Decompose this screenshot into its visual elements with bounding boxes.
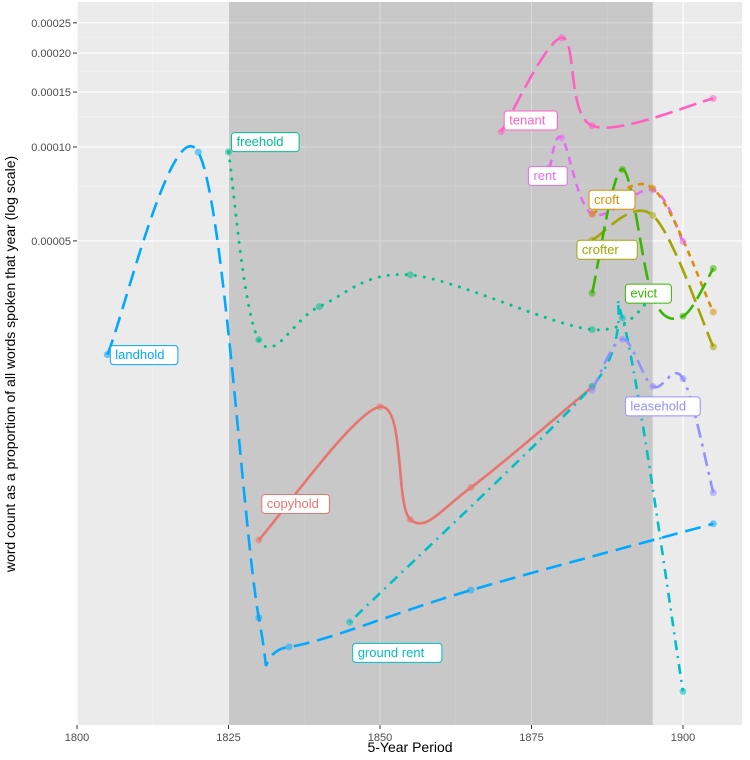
point-ground-rent bbox=[679, 687, 687, 695]
point-tenant bbox=[588, 122, 596, 130]
line-freehold bbox=[227, 150, 655, 349]
label-ground-rent: ground rent bbox=[352, 642, 443, 663]
line-copyhold bbox=[257, 386, 593, 541]
point-landhold bbox=[103, 351, 111, 359]
point-leasehold bbox=[709, 489, 717, 497]
x-tick-label: 1800 bbox=[65, 732, 89, 744]
series-labels: landhold freehold copyhold ground rent lease… bbox=[109, 110, 701, 663]
point-rent bbox=[558, 134, 566, 142]
label-box-tenant bbox=[503, 110, 558, 131]
point-crofter bbox=[649, 211, 657, 219]
point-rent bbox=[679, 237, 687, 245]
point-landhold bbox=[467, 586, 475, 594]
y-tick-label: 0.00020 bbox=[31, 48, 71, 60]
point-copyhold bbox=[255, 536, 263, 544]
x-tick-label: 1875 bbox=[519, 732, 543, 744]
label-box-croft bbox=[588, 189, 636, 210]
point-ground-rent bbox=[346, 618, 354, 626]
y-tick-label: 0.00025 bbox=[31, 18, 71, 30]
point-leasehold bbox=[679, 375, 687, 383]
x-tick-label: 1850 bbox=[368, 732, 392, 744]
x-tick-label: 1900 bbox=[671, 732, 695, 744]
point-evict bbox=[618, 165, 626, 173]
label-box-ground-rent bbox=[352, 642, 443, 663]
line-landhold bbox=[106, 145, 714, 667]
point-croft bbox=[649, 184, 657, 192]
point-evict bbox=[709, 264, 717, 272]
point-landhold bbox=[194, 148, 202, 156]
label-text-tenant: tenant bbox=[509, 113, 546, 128]
label-text-rent: rent bbox=[533, 168, 556, 183]
label-crofter: crofter bbox=[576, 239, 638, 260]
label-tenant: tenant bbox=[503, 110, 558, 131]
y-tick-label: 0.00005 bbox=[31, 236, 71, 248]
line-crofter bbox=[591, 209, 715, 348]
label-rent: rent bbox=[527, 166, 568, 187]
point-evict bbox=[679, 312, 687, 320]
series-points bbox=[103, 34, 717, 695]
point-ground-rent bbox=[618, 314, 626, 322]
label-text-evict: evict bbox=[630, 286, 657, 301]
x-axis: 1800 1825 1850 1875 1900 bbox=[65, 725, 695, 744]
label-text-freehold: freehold bbox=[237, 134, 284, 149]
point-croft bbox=[588, 210, 596, 218]
point-leasehold bbox=[649, 382, 657, 390]
point-landhold bbox=[285, 643, 293, 651]
label-box-evict bbox=[624, 283, 672, 304]
label-leasehold: leasehold bbox=[624, 396, 701, 417]
point-freehold bbox=[406, 271, 414, 279]
point-landhold bbox=[255, 614, 263, 622]
point-evict bbox=[588, 289, 596, 297]
point-tenant bbox=[558, 34, 566, 42]
label-text-leasehold: leasehold bbox=[630, 398, 686, 413]
label-text-copyhold: copyhold bbox=[267, 496, 319, 511]
point-tenant bbox=[497, 128, 505, 136]
label-croft: croft bbox=[588, 189, 636, 210]
line-ground-rent bbox=[348, 299, 685, 692]
y-tick-label: 0.00015 bbox=[31, 87, 71, 99]
label-text-crofter: crofter bbox=[582, 242, 620, 257]
shaded-period-rect bbox=[228, 2, 653, 725]
label-text-croft: croft bbox=[594, 192, 620, 207]
label-copyhold: copyhold bbox=[261, 494, 330, 515]
point-freehold bbox=[255, 336, 263, 344]
shaded-period bbox=[228, 2, 653, 725]
point-croft bbox=[709, 308, 717, 316]
label-text-landhold: landhold bbox=[115, 347, 164, 362]
label-box-landhold bbox=[109, 345, 179, 366]
label-text-ground-rent: ground rent bbox=[358, 645, 425, 660]
point-copyhold bbox=[376, 403, 384, 411]
label-landhold: landhold bbox=[109, 345, 179, 366]
point-leasehold bbox=[618, 335, 626, 343]
point-leasehold bbox=[588, 386, 596, 394]
label-box-freehold bbox=[231, 132, 300, 153]
point-freehold bbox=[315, 303, 323, 311]
point-landhold bbox=[709, 520, 717, 528]
label-box-rent bbox=[527, 166, 568, 187]
label-evict: evict bbox=[624, 283, 672, 304]
y-tick-label: 0.00010 bbox=[31, 142, 71, 154]
label-freehold: freehold bbox=[231, 132, 300, 153]
y-axis-title: word count as a proportion of all words … bbox=[2, 156, 18, 573]
label-box-crofter bbox=[576, 239, 638, 260]
point-crofter bbox=[709, 343, 717, 351]
point-tenant bbox=[709, 95, 717, 103]
x-axis-title: 5-Year Period bbox=[367, 739, 452, 755]
line-tenant bbox=[500, 36, 714, 133]
point-freehold bbox=[588, 326, 596, 334]
label-box-leasehold bbox=[624, 396, 701, 417]
point-freehold bbox=[225, 148, 232, 156]
y-axis: 0.00005 0.00010 0.00015 0.00020 0.00025 bbox=[31, 18, 77, 248]
point-copyhold bbox=[406, 515, 414, 523]
label-box-copyhold bbox=[261, 494, 330, 515]
x-tick-label: 1825 bbox=[216, 732, 240, 744]
point-copyhold bbox=[467, 484, 475, 492]
